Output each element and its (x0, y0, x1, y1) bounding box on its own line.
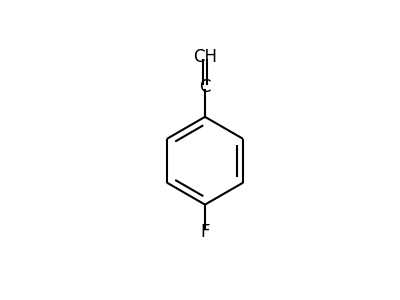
Text: F: F (200, 223, 210, 241)
Text: C: C (199, 78, 211, 96)
Text: CH: CH (193, 48, 217, 66)
